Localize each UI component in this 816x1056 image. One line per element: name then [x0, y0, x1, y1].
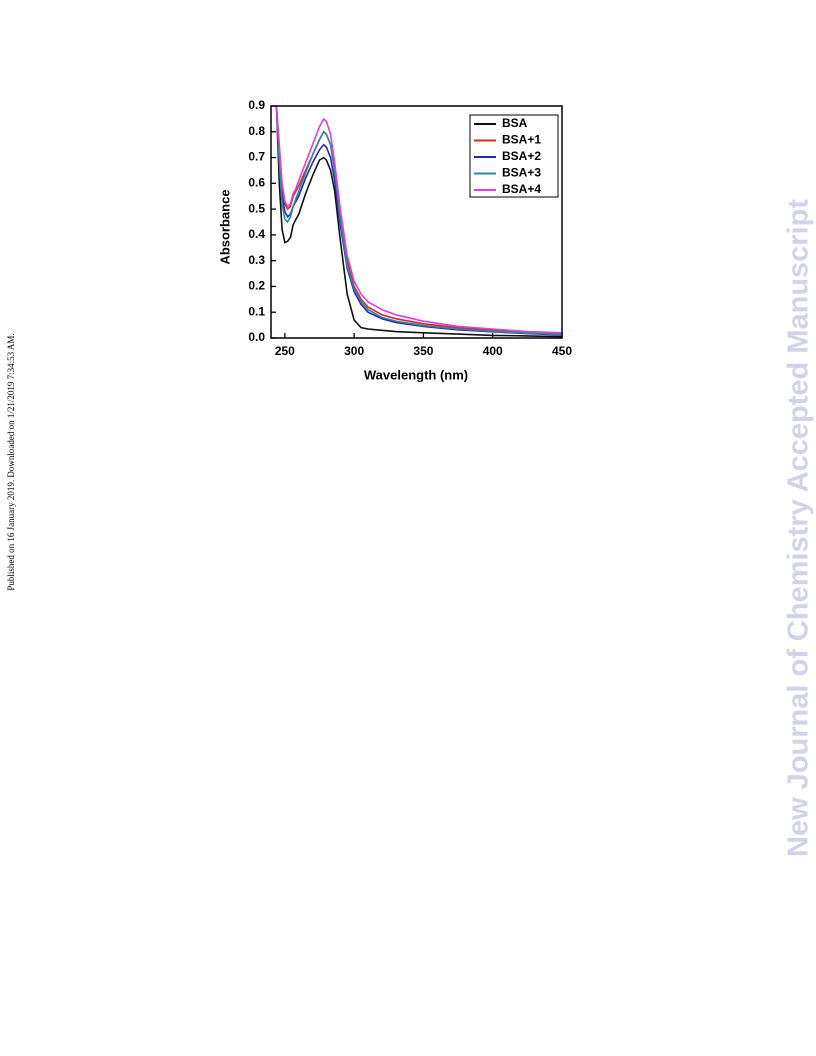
y-tick-label: 0.4: [248, 227, 265, 241]
y-tick-label: 0.3: [248, 253, 265, 267]
x-tick-label: 300: [344, 344, 364, 358]
side-note: Published on 16 January 2019. Downloaded…: [6, 333, 16, 590]
watermark: New Journal of Chemistry Accepted Manusc…: [783, 199, 815, 857]
x-tick-label: 400: [483, 344, 503, 358]
y-tick-label: 0.1: [248, 304, 265, 318]
y-tick-label: 0.8: [248, 124, 265, 138]
legend-label: BSA+1: [502, 133, 541, 147]
y-tick-label: 0.5: [248, 201, 265, 215]
data-line: [275, 105, 563, 338]
x-tick-label: 250: [275, 344, 295, 358]
x-tick-label: 350: [413, 344, 433, 358]
data-line: [275, 105, 563, 336]
y-tick-label: 0.0: [248, 330, 265, 344]
x-tick-label: 450: [552, 344, 572, 358]
y-tick-label: 0.7: [248, 150, 265, 164]
y-axis-label: Absorbance: [217, 189, 232, 264]
data-line: [275, 105, 563, 334]
y-tick-label: 0.6: [248, 176, 265, 190]
y-tick-label: 0.9: [248, 98, 265, 112]
y-tick-label: 0.2: [248, 279, 265, 293]
plot-frame: [270, 105, 563, 339]
legend-label: BSA: [502, 116, 528, 130]
x-axis-label: Wavelength (nm): [364, 367, 468, 382]
legend-label: BSA+3: [502, 166, 541, 180]
data-line: [275, 105, 563, 336]
legend-label: BSA+4: [502, 182, 541, 196]
legend-label: BSA+2: [502, 149, 541, 163]
